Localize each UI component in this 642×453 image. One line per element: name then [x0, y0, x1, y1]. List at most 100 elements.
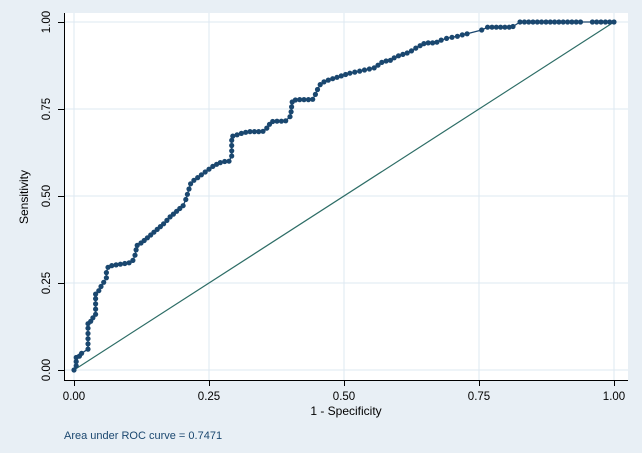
- roc-point: [338, 73, 344, 79]
- roc-point: [547, 19, 553, 25]
- roc-point: [526, 19, 532, 25]
- roc-point: [454, 33, 460, 39]
- roc-point: [391, 55, 397, 61]
- roc-point: [352, 69, 358, 75]
- roc-point: [73, 363, 79, 369]
- roc-point: [270, 118, 276, 125]
- roc-point: [485, 24, 491, 30]
- roc-point: [347, 70, 353, 76]
- roc-point: [479, 27, 485, 33]
- roc-point: [238, 130, 244, 136]
- x-axis-title: 1 - Specificity: [310, 404, 382, 418]
- roc-point: [73, 359, 79, 365]
- roc-point: [184, 191, 190, 197]
- roc-point: [130, 257, 136, 263]
- roc-point: [489, 24, 495, 30]
- roc-point: [133, 247, 139, 253]
- roc-point: [361, 67, 368, 73]
- roc-point: [413, 45, 419, 51]
- roc-point: [79, 350, 85, 356]
- roc-point: [602, 19, 609, 25]
- roc-point: [180, 203, 186, 209]
- roc-point: [256, 129, 262, 135]
- reference-line: [73, 21, 615, 371]
- roc-point: [122, 260, 128, 267]
- y-tick-label: 0.25: [41, 272, 53, 294]
- roc-point: [334, 74, 340, 80]
- roc-point: [330, 76, 336, 82]
- roc-point: [93, 296, 99, 302]
- roc-point: [229, 137, 235, 143]
- y-tick-label: 1.00: [41, 11, 53, 33]
- roc-point: [607, 19, 613, 25]
- roc-point: [560, 19, 566, 25]
- roc-point: [191, 177, 197, 183]
- roc-point: [278, 118, 284, 124]
- roc-point: [375, 62, 381, 68]
- roc-point: [594, 19, 600, 25]
- roc-point: [93, 311, 99, 317]
- roc-point: [400, 51, 406, 58]
- roc-point: [534, 19, 540, 25]
- y-tick-label: 0.75: [41, 98, 53, 120]
- roc-point: [502, 24, 508, 30]
- roc-point: [312, 91, 318, 97]
- roc-point: [530, 19, 536, 25]
- roc-point: [556, 19, 562, 25]
- x-tick-label: 1.00: [603, 391, 625, 403]
- roc-point: [210, 163, 216, 169]
- roc-point: [202, 169, 208, 175]
- roc-point: [274, 118, 280, 124]
- roc-point: [434, 39, 440, 45]
- roc-point: [297, 97, 303, 103]
- roc-point: [430, 40, 436, 46]
- roc-point: [404, 50, 410, 56]
- roc-point: [113, 262, 119, 268]
- tick-labels: 0.00 0.25 0.50 0.75 1.00 0.00 0.25 0.50 0.75 1.00: [41, 11, 625, 403]
- roc-point: [459, 32, 465, 38]
- roc-point: [357, 68, 363, 74]
- roc-point: [425, 40, 431, 46]
- roc-point: [464, 31, 470, 37]
- axes: [58, 13, 628, 386]
- roc-curve-points: [71, 19, 617, 373]
- roc-point: [283, 118, 289, 124]
- roc-point: [103, 270, 109, 276]
- roc-point: [395, 53, 402, 59]
- roc-point: [103, 275, 109, 281]
- roc-point: [217, 160, 223, 166]
- roc-point: [71, 367, 77, 373]
- roc-point: [498, 24, 504, 30]
- y-tick-label: 0.00: [41, 359, 53, 381]
- roc-point: [510, 23, 516, 30]
- roc-point: [96, 288, 102, 294]
- roc-point: [126, 260, 132, 266]
- roc-point: [493, 24, 499, 30]
- roc-point: [161, 221, 167, 227]
- roc-point: [93, 301, 99, 307]
- roc-point: [292, 97, 298, 103]
- y-axis-title: Sensitivity: [17, 169, 31, 225]
- roc-point: [85, 336, 91, 342]
- roc-point: [183, 196, 189, 203]
- roc-point: [321, 79, 327, 85]
- roc-point: [93, 306, 99, 312]
- roc-point: [317, 82, 323, 88]
- roc-point: [85, 330, 91, 337]
- auc-note: Area under ROC curve = 0.7471: [64, 430, 223, 442]
- roc-point: [611, 19, 617, 25]
- roc-point: [134, 242, 140, 248]
- roc-point: [243, 129, 249, 135]
- roc-point: [247, 129, 253, 135]
- roc-point: [387, 57, 393, 63]
- roc-point: [90, 315, 96, 321]
- x-tick-label: 0.50: [333, 391, 355, 403]
- roc-point: [421, 41, 427, 47]
- roc-point: [598, 19, 604, 25]
- roc-point: [230, 133, 236, 139]
- roc-point: [226, 158, 232, 164]
- roc-point: [251, 129, 257, 135]
- roc-point: [85, 325, 91, 331]
